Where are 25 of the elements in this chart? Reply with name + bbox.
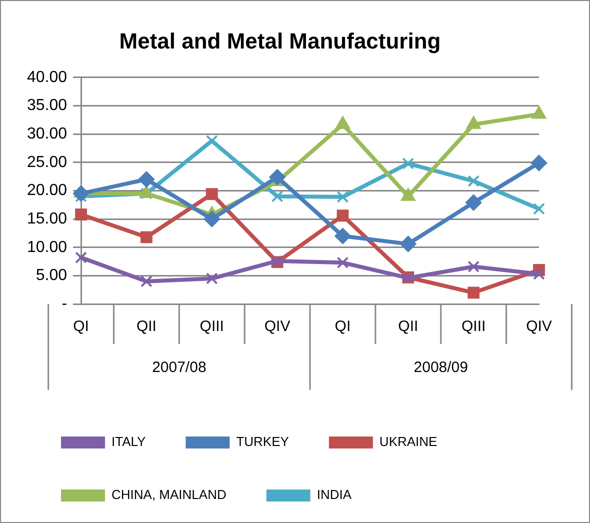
y-tick-label: 40.00 xyxy=(26,68,68,86)
legend-label: UKRAINE xyxy=(379,434,438,450)
x-tick-label: QII xyxy=(136,318,156,336)
text: 2008/09 xyxy=(414,359,468,376)
text: 2007/08 xyxy=(152,359,206,376)
legend-label: TURKEY xyxy=(236,434,290,450)
x-tick-label: QIV xyxy=(264,318,290,336)
legend-label: CHINA, MAINLAND xyxy=(112,487,226,502)
x-tick-label: QIII xyxy=(461,318,486,336)
y-tick-label: 10.00 xyxy=(26,238,68,256)
y-tick-label: - xyxy=(62,295,68,312)
x-tick-label: QI xyxy=(334,318,351,336)
legend-label: INDIA xyxy=(316,487,352,502)
x-tick-label: QI xyxy=(73,318,89,336)
x-tick-label: QIV xyxy=(526,318,552,336)
y-tick-label: 20.00 xyxy=(26,182,68,200)
y-tick-label: 15.00 xyxy=(26,210,68,228)
chart-title: Metal and Metal Manufacturing xyxy=(119,28,441,54)
legend-label: ITALY xyxy=(112,434,146,450)
x-tick-label: QIII xyxy=(200,318,224,336)
y-tick-label: 25.00 xyxy=(26,154,68,171)
y-tick-label: 30.00 xyxy=(26,125,68,142)
y-tick-label: 35.00 xyxy=(26,97,68,114)
x-tick-label: QII xyxy=(398,318,418,336)
y-tick-label: 5.00 xyxy=(36,267,68,284)
